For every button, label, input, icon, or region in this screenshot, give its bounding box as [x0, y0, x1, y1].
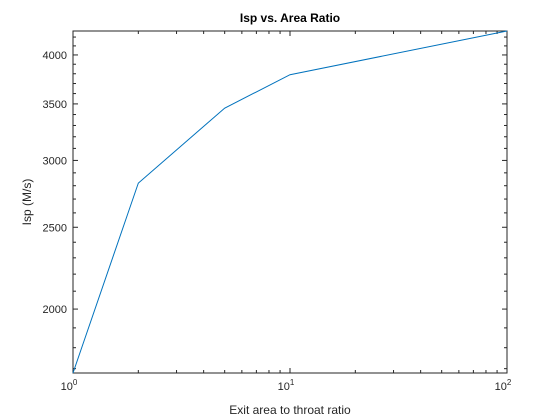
- y-tick-label: 2500: [43, 222, 67, 234]
- x-tick-label-base: 10: [278, 381, 290, 393]
- x-tick-label-base: 10: [61, 381, 73, 393]
- axes-box: [73, 31, 507, 373]
- x-tick-label-exponent: 0: [73, 378, 78, 387]
- x-tick-label-exponent: 1: [290, 378, 295, 387]
- y-tick-label: 3500: [43, 99, 67, 111]
- plot-area: [73, 31, 507, 373]
- y-tick-label: 4000: [43, 50, 67, 62]
- chart-title: Isp vs. Area Ratio: [240, 11, 340, 25]
- x-axis-label: Exit area to throat ratio: [229, 403, 351, 417]
- x-tick-label-exponent: 2: [507, 378, 512, 387]
- y-tick-label: 2000: [43, 304, 67, 316]
- y-axis-label: Isp (M/s): [20, 179, 34, 226]
- x-tick-label-base: 10: [495, 381, 507, 393]
- y-tick-label: 3000: [43, 155, 67, 167]
